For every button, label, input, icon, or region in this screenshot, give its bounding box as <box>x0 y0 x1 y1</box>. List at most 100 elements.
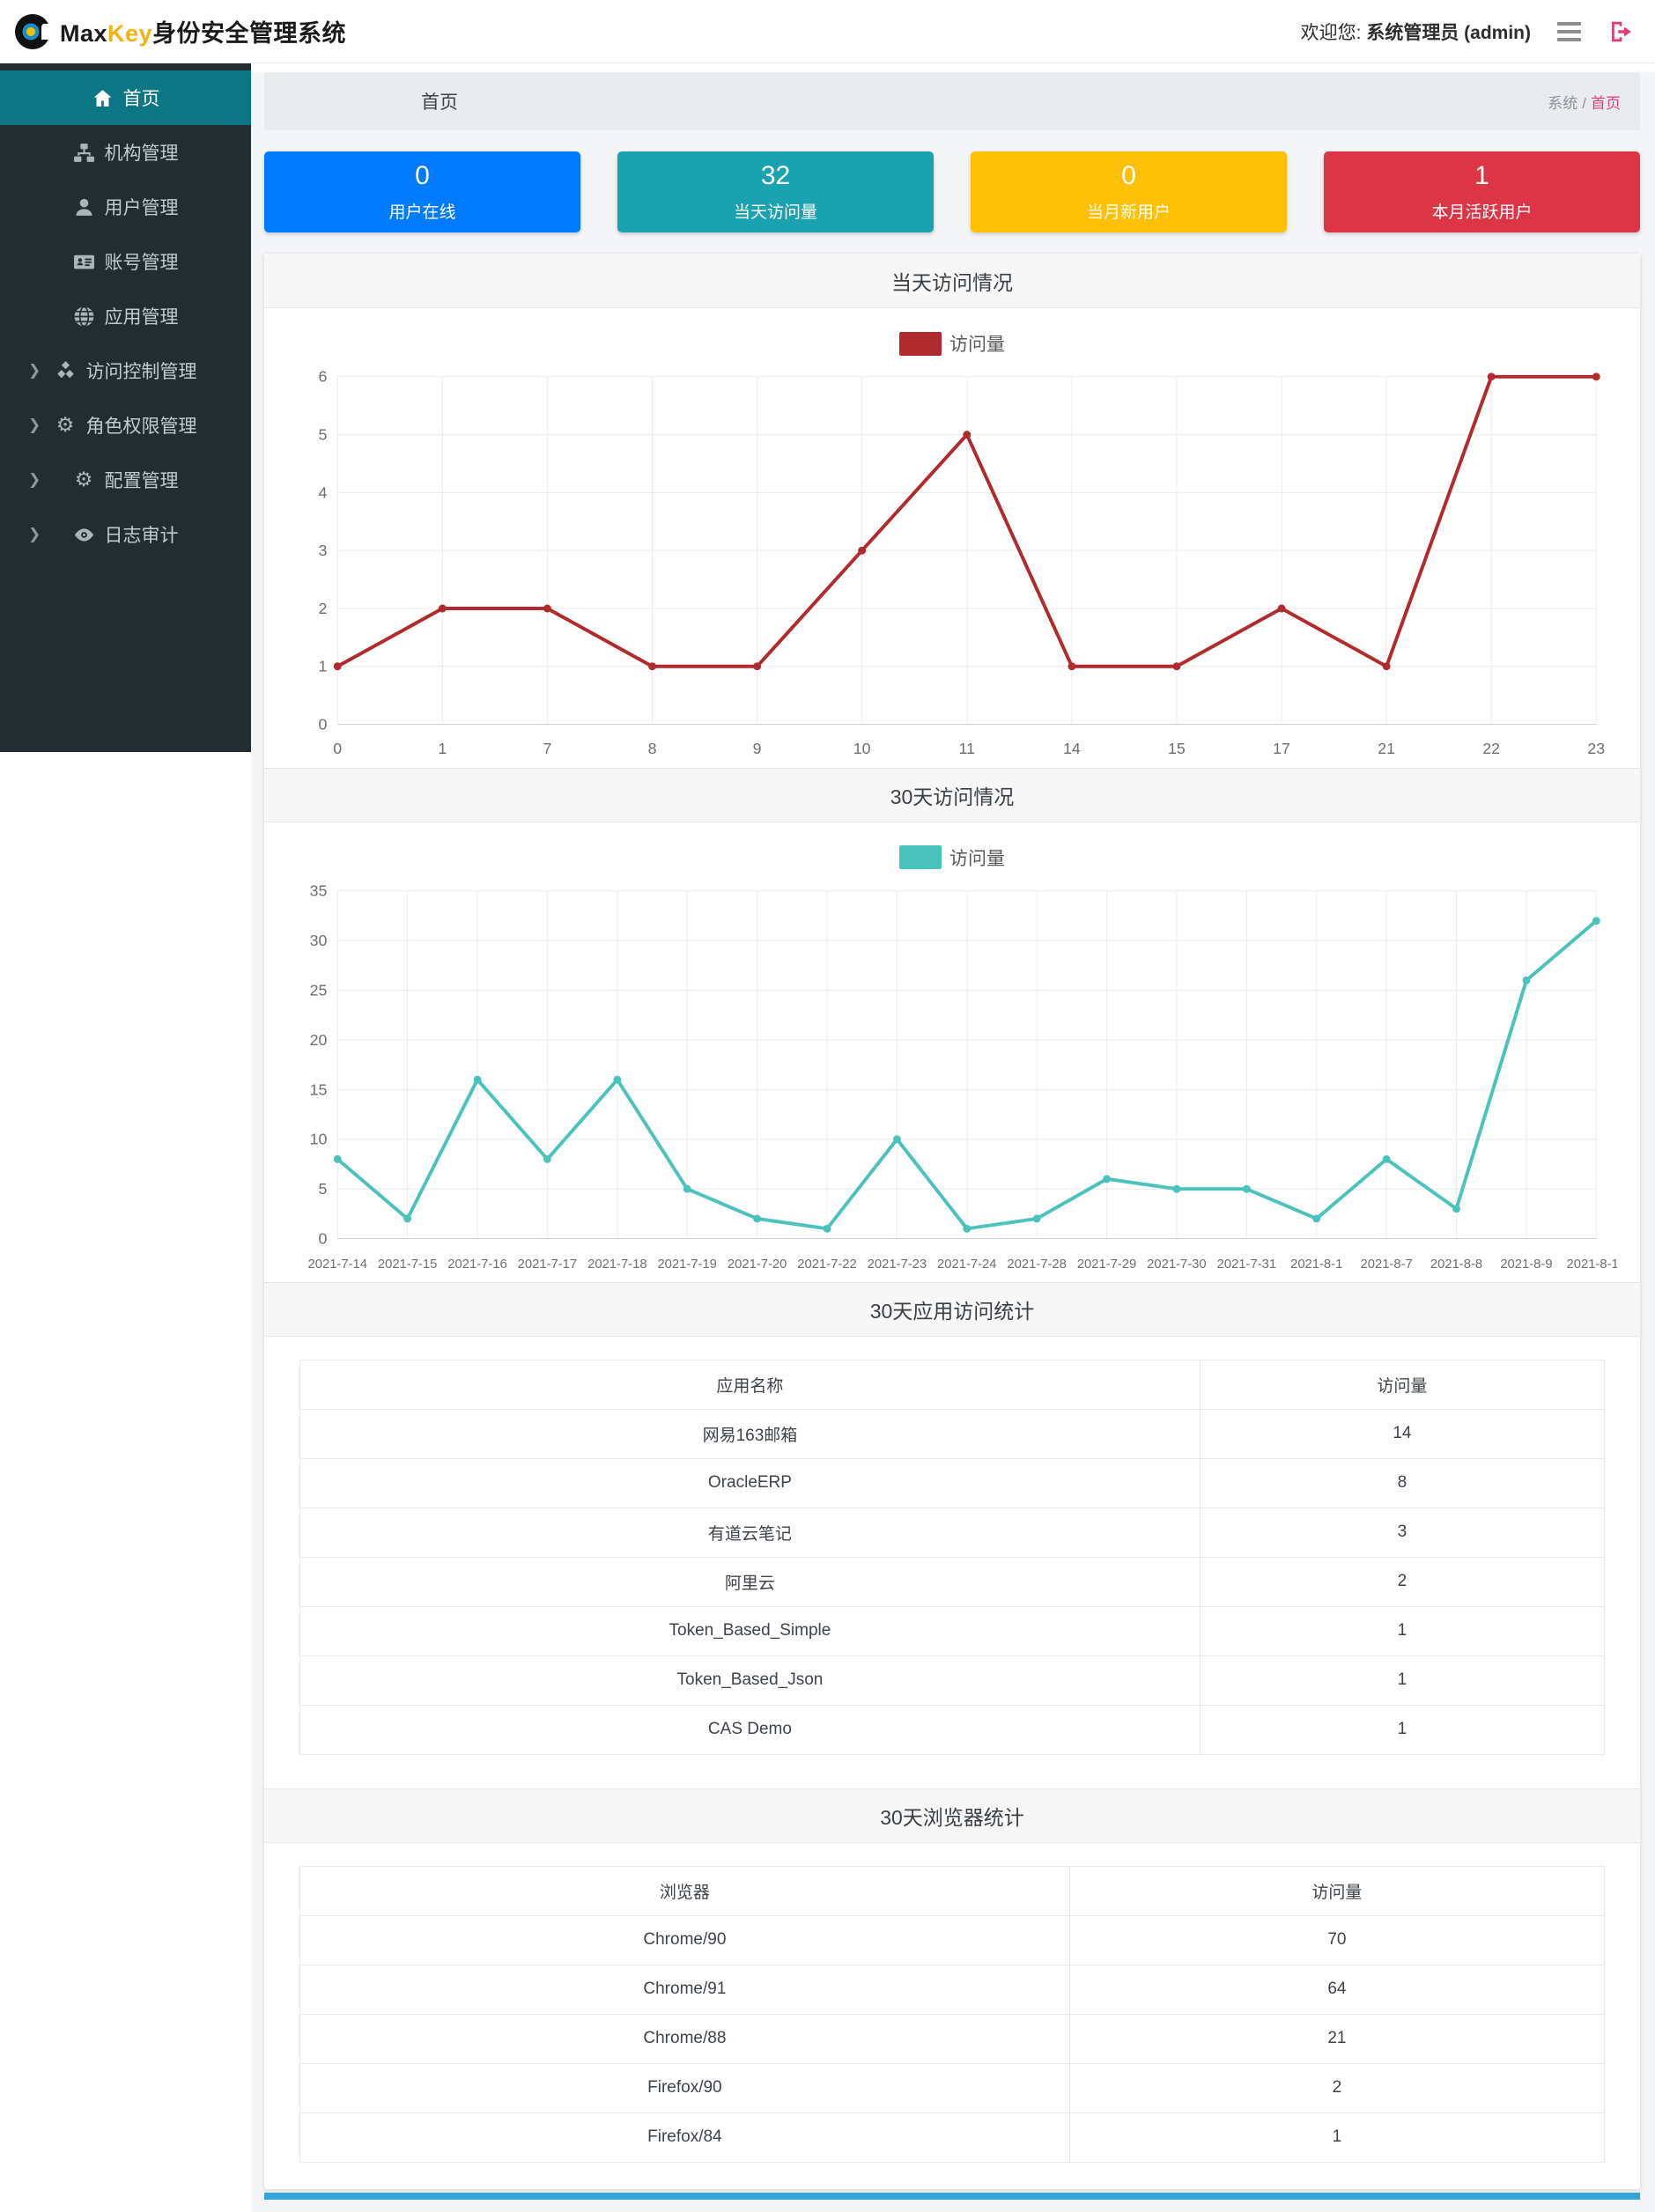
name-cell: 阿里云 <box>299 1556 1201 1607</box>
x-tick: 11 <box>959 740 975 757</box>
sidebar-item-org-mgmt[interactable]: 机构管理 <box>0 125 251 180</box>
name-cell: Token_Based_Json <box>299 1655 1201 1706</box>
name-cell: Token_Based_Simple <box>299 1605 1201 1656</box>
stat-value: 1 <box>1474 161 1489 190</box>
sidebar: 首页 机构管理 用户管理 账号管理 应用管理 ❯ 访问控制管理 ❯ ⚙ 角色权限管理 ❯ ⚙ 配置管理 ❯… <box>0 63 251 752</box>
y-tick: 5 <box>319 426 328 444</box>
chevron-right-icon: ❯ <box>28 471 41 489</box>
x-tick: 2021-7-16 <box>447 1257 506 1272</box>
data-point <box>1172 662 1181 671</box>
logout-icon[interactable] <box>1607 18 1634 45</box>
name-cell: Chrome/90 <box>299 1914 1070 1965</box>
x-tick: 22 <box>1482 740 1500 757</box>
sidebar-item-app-mgmt[interactable]: 应用管理 <box>0 289 251 343</box>
table-row: Token_Based_Simple 1 <box>299 1605 1606 1656</box>
x-tick: 17 <box>1273 740 1290 757</box>
x-tick: 7 <box>543 740 551 757</box>
count-cell: 1 <box>1199 1655 1606 1706</box>
data-point <box>1382 1154 1391 1163</box>
app-title: MaxKey身份安全管理系统 <box>60 20 347 47</box>
section-title-30day-visits: 30天访问情况 <box>264 767 1640 822</box>
sidebar-item-role-perm[interactable]: ❯ ⚙ 角色权限管理 <box>0 398 251 453</box>
name-cell: CAS Demo <box>299 1704 1201 1755</box>
x-tick: 2021-7-28 <box>1007 1257 1066 1272</box>
sidebar-item-home[interactable]: 首页 <box>0 70 251 125</box>
y-tick: 30 <box>310 932 328 949</box>
count-cell: 2 <box>1199 1556 1606 1607</box>
sidebar-item-user-mgmt[interactable]: 用户管理 <box>0 180 251 234</box>
dashboard-panel: 当天访问情况 访问量 0 1 2 3 4 5 6 0 1 7 8 9 10 11 14 15 17 21 22 23 … <box>264 254 1640 2189</box>
x-tick: 2021-7-14 <box>308 1257 367 1272</box>
data-point <box>1382 662 1391 671</box>
count-cell: 70 <box>1068 1914 1606 1965</box>
x-tick: 2021-7-19 <box>657 1257 716 1272</box>
y-tick: 35 <box>310 882 328 900</box>
x-tick: 2021-7-24 <box>937 1257 996 1272</box>
table-row: 网易163邮箱 14 <box>299 1408 1606 1459</box>
hamburger-menu-icon[interactable] <box>1554 18 1585 45</box>
table-header-row: 浏览器 访问量 <box>299 1865 1606 1916</box>
name-cell: Chrome/91 <box>299 1964 1070 2015</box>
data-point <box>1032 1214 1041 1223</box>
legend-swatch[interactable] <box>899 331 942 356</box>
name-cell: Chrome/88 <box>299 2013 1070 2064</box>
top-navbar: MaxKey身份安全管理系统 欢迎您: 系统管理员 (admin) <box>0 0 1655 63</box>
y-tick: 5 <box>319 1180 328 1198</box>
table-row: Chrome/88 21 <box>299 2013 1606 2064</box>
legend-label: 访问量 <box>949 848 1005 869</box>
sidebar-item-label: 访问控制管理 <box>85 362 197 382</box>
count-cell: 1 <box>1068 2112 1606 2163</box>
legend-swatch[interactable] <box>899 845 942 870</box>
count-cell: 64 <box>1068 1964 1606 2015</box>
x-tick: 21 <box>1378 740 1395 757</box>
name-cell: Firefox/90 <box>299 2062 1070 2113</box>
chart-legend[interactable]: 访问量 <box>287 844 1617 872</box>
count-cell: 1 <box>1199 1704 1606 1755</box>
y-tick: 0 <box>319 1229 328 1247</box>
sidebar-item-label: 用户管理 <box>104 198 179 218</box>
welcome-text: 欢迎您: 系统管理员 (admin) <box>1300 22 1531 43</box>
browser-stats-table: 浏览器 访问量 Chrome/90 70 Chrome/91 64 Chrome/88 21 F… <box>299 1865 1606 2163</box>
count-cell: 3 <box>1199 1507 1606 1558</box>
x-tick: 2021-7-17 <box>518 1257 577 1272</box>
chart-legend[interactable]: 访问量 <box>287 329 1617 358</box>
maxkey-logo-icon <box>15 13 55 49</box>
home-icon <box>92 87 114 109</box>
breadcrumb-current-link[interactable]: 首页 <box>1591 94 1621 112</box>
main-content: 首页 系统 / 首页 0 用户在线 32 当天访问量 0 当月新用户 1 本月活跃用户 当天访问情… <box>251 72 1655 2212</box>
gears-icon: ⚙ <box>74 468 93 491</box>
sidebar-item-access-ctrl[interactable]: ❯ 访问控制管理 <box>0 343 251 398</box>
y-tick: 1 <box>319 658 328 675</box>
data-point <box>753 1214 762 1223</box>
count-cell: 21 <box>1068 2013 1606 2064</box>
table-row: Firefox/90 2 <box>299 2062 1606 2113</box>
name-cell: 有道云笔记 <box>299 1507 1201 1558</box>
y-tick: 6 <box>319 368 328 386</box>
data-point <box>892 1135 901 1144</box>
app-stats-table: 应用名称 访问量 网易163邮箱 14 OracleERP 8 有道云笔记 3 阿里云 2 Toke… <box>299 1359 1606 1755</box>
sidebar-item-label: 角色权限管理 <box>85 417 197 437</box>
x-tick: 2021-7-22 <box>797 1257 856 1272</box>
data-point <box>333 1154 342 1163</box>
x-tick: 2021-7-31 <box>1217 1257 1276 1272</box>
data-point <box>543 604 551 613</box>
30day-visits-line-chart: 0 5 10 15 20 25 30 35 2021-7-14 2021-7-15 2021-7-1… <box>308 882 1617 1272</box>
table-row: CAS Demo 1 <box>299 1704 1606 1755</box>
x-tick: 0 <box>333 740 342 757</box>
data-point <box>473 1075 482 1084</box>
gears-icon: ⚙ <box>55 413 75 437</box>
sidebar-item-config-mgmt[interactable]: ❯ ⚙ 配置管理 <box>0 453 251 507</box>
count-cell: 14 <box>1199 1408 1606 1459</box>
globe-icon <box>73 306 95 328</box>
x-tick: 2021-8-10 <box>1567 1257 1617 1272</box>
column-header: 访问量 <box>1068 1865 1606 1916</box>
breadcrumb-root-link[interactable]: 系统 <box>1548 94 1578 112</box>
table-row: Token_Based_Json 1 <box>299 1655 1606 1706</box>
data-point <box>1592 372 1600 381</box>
sidebar-item-account-mgmt[interactable]: 账号管理 <box>0 234 251 289</box>
sidebar-item-log-audit[interactable]: ❯ 日志审计 <box>0 507 251 562</box>
user-icon <box>73 196 95 218</box>
sidebar-item-label: 首页 <box>122 89 160 109</box>
app-stats-table-wrap: 应用名称 访问量 网易163邮箱 14 OracleERP 8 有道云笔记 3 阿里云 2 Toke… <box>264 1337 1640 1788</box>
